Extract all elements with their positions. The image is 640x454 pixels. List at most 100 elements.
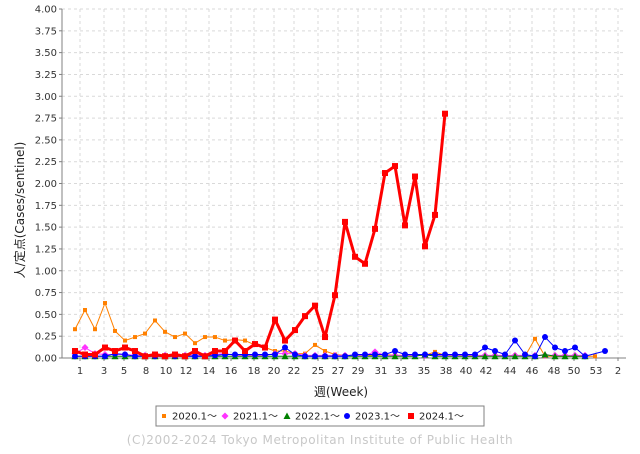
data-point xyxy=(312,353,318,360)
data-point xyxy=(561,352,569,360)
data-point xyxy=(344,413,350,419)
data-point xyxy=(283,412,291,419)
data-point xyxy=(252,351,258,358)
x-tick-label: 3 xyxy=(101,366,107,377)
data-point xyxy=(242,348,248,355)
data-point xyxy=(203,335,207,340)
data-point xyxy=(163,329,167,334)
data-point xyxy=(422,243,428,250)
legend-label: 2020.1～ xyxy=(172,412,217,423)
data-point xyxy=(142,353,148,360)
data-point xyxy=(222,348,228,355)
x-tick-label: 25 xyxy=(312,366,325,377)
y-tick-label: 1.25 xyxy=(35,244,57,255)
x-tick-label: 18 xyxy=(248,366,261,377)
data-point xyxy=(391,352,399,360)
x-tick-label: 14 xyxy=(203,366,216,377)
data-point xyxy=(562,348,568,355)
y-tick-label: 1.75 xyxy=(35,201,57,212)
data-point xyxy=(313,342,317,347)
data-point xyxy=(322,353,328,360)
y-tick-label: 2.00 xyxy=(35,179,57,190)
data-point xyxy=(402,222,408,229)
data-point xyxy=(73,327,77,332)
legend-frame xyxy=(155,405,485,427)
legend-label: 2021.1～ xyxy=(233,412,278,423)
data-point xyxy=(542,334,548,341)
x-tick-label: 2 xyxy=(615,366,621,377)
data-point xyxy=(442,110,448,117)
data-point xyxy=(491,352,499,360)
data-point xyxy=(102,353,108,360)
data-point xyxy=(92,351,98,358)
data-point xyxy=(582,353,588,360)
data-point xyxy=(512,337,518,344)
data-point xyxy=(232,337,238,344)
data-point xyxy=(272,316,278,323)
data-point xyxy=(112,348,118,355)
data-point xyxy=(213,335,217,340)
data-point xyxy=(572,344,578,351)
data-point xyxy=(162,353,168,360)
data-point xyxy=(192,348,198,355)
data-point xyxy=(332,353,338,360)
data-point xyxy=(382,170,388,177)
data-point xyxy=(221,412,229,420)
legend-label: 2022.1～ xyxy=(295,412,340,423)
data-point xyxy=(182,353,188,360)
copyright-text: (C)2002-2024 Tokyo Metropolitan Institut… xyxy=(127,433,514,447)
data-point xyxy=(192,353,198,360)
data-point xyxy=(551,352,559,360)
data-point xyxy=(552,344,558,351)
x-tick-label: 50 xyxy=(568,366,581,377)
data-point xyxy=(352,351,358,358)
data-point xyxy=(302,353,308,360)
series-4 xyxy=(72,110,448,360)
data-point xyxy=(143,331,147,336)
data-point xyxy=(362,260,368,267)
data-point xyxy=(262,344,268,351)
x-tick-label: 12 xyxy=(180,366,193,377)
x-tick-label: 38 xyxy=(440,366,453,377)
x-tick-label: 8 xyxy=(143,366,149,377)
data-point xyxy=(103,301,107,306)
data-point xyxy=(323,349,327,354)
x-tick-label: 27 xyxy=(332,366,345,377)
data-point xyxy=(72,348,78,355)
data-point xyxy=(262,351,268,358)
data-point xyxy=(302,313,308,320)
x-tick-label: 40 xyxy=(460,366,473,377)
data-point xyxy=(342,353,348,360)
y-tick-label: 1.50 xyxy=(35,223,57,234)
data-point xyxy=(132,353,138,360)
data-point xyxy=(292,351,298,358)
data-point xyxy=(452,351,458,358)
data-point xyxy=(462,351,468,358)
y-tick-label: 2.50 xyxy=(35,135,57,146)
data-point xyxy=(123,338,127,343)
data-point xyxy=(93,327,97,332)
data-point xyxy=(482,344,488,351)
data-point xyxy=(183,331,187,336)
data-point xyxy=(133,335,137,340)
y-tick-label: 4.00 xyxy=(35,5,57,16)
data-point xyxy=(372,225,378,232)
x-tick-label: 44 xyxy=(504,366,517,377)
y-tick-label: 3.25 xyxy=(35,70,57,81)
data-point xyxy=(281,352,289,360)
y-tick-label: 0.50 xyxy=(35,310,57,321)
data-point xyxy=(232,351,238,358)
data-point xyxy=(193,341,197,346)
x-tick-label: 5 xyxy=(121,366,127,377)
x-tick-label: 33 xyxy=(395,366,408,377)
y-tick-label: 2.75 xyxy=(35,114,57,125)
x-tick-label: 16 xyxy=(225,366,238,377)
data-point xyxy=(173,335,177,340)
data-point xyxy=(342,218,348,225)
data-point xyxy=(83,308,87,313)
data-point xyxy=(511,352,519,360)
data-point xyxy=(533,336,537,341)
data-point xyxy=(412,173,418,180)
data-point xyxy=(292,327,298,334)
